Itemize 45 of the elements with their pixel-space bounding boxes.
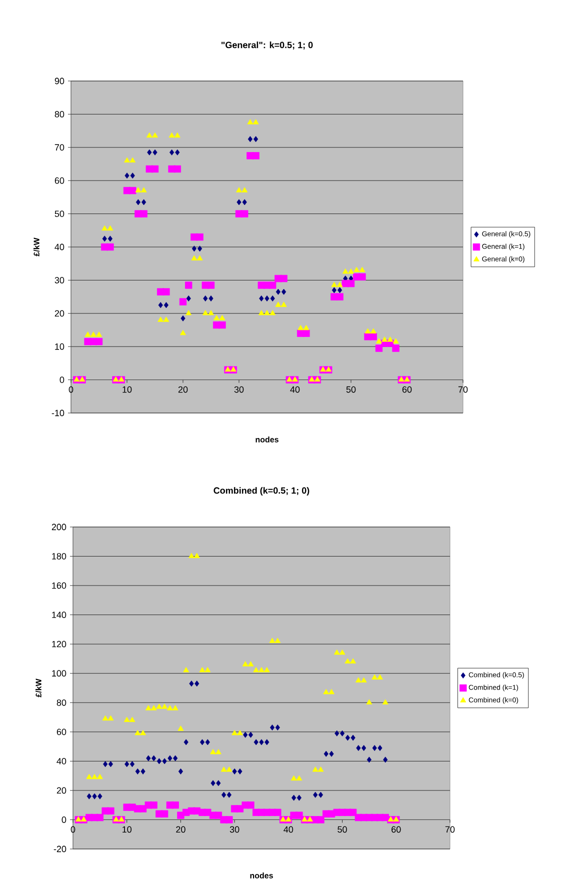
y-tick-label: 30 <box>54 277 64 284</box>
x-tick-label: 10 <box>122 386 132 393</box>
y-tick-label: 140 <box>52 612 66 618</box>
x-tick-label: 20 <box>176 826 186 833</box>
y-tick-label: 0 <box>60 376 64 383</box>
y-tick-label: 90 <box>54 78 64 84</box>
y-tick-label: 40 <box>56 758 66 764</box>
y-tick-label: -20 <box>54 846 66 852</box>
x-tick-label: 50 <box>346 386 356 393</box>
y-axis-title: £/kW <box>36 678 42 698</box>
y-tick-label: 20 <box>54 310 64 317</box>
y-tick-label: 50 <box>54 210 64 217</box>
x-tick-label: 10 <box>122 826 132 833</box>
x-tick-label: 0 <box>70 826 76 833</box>
x-tick-label: 40 <box>284 826 294 833</box>
x-tick-label: 20 <box>178 386 188 393</box>
y-tick-label: 40 <box>54 244 64 250</box>
x-axis-title: nodes <box>256 436 278 442</box>
y-tick-label: 80 <box>56 699 66 706</box>
y-tick-label: 0 <box>62 816 66 823</box>
x-tick-label: 40 <box>290 386 300 393</box>
x-tick-label: 60 <box>392 826 401 833</box>
x-tick-label: 30 <box>230 826 240 833</box>
y-tick-label: 70 <box>54 144 64 151</box>
y-tick-label: 180 <box>52 553 66 560</box>
y-tick-label: 60 <box>56 728 66 736</box>
x-tick-label: 60 <box>402 386 412 393</box>
y-tick-label: 100 <box>52 670 66 677</box>
y-tick-label: 60 <box>54 177 64 184</box>
y-tick-label: 120 <box>52 640 66 648</box>
x-axis-title: nodes <box>250 872 273 878</box>
x-tick-label: 50 <box>338 826 347 833</box>
chart-title: "General": k=0.5; 1; 0 <box>222 42 313 50</box>
y-tick-label: 200 <box>52 524 66 530</box>
x-tick-label: 70 <box>445 826 455 833</box>
y-tick-label: 20 <box>56 787 66 794</box>
y-tick-label: 10 <box>55 343 64 350</box>
y-tick-label: 80 <box>54 111 64 118</box>
x-tick-label: 0 <box>68 386 74 393</box>
y-tick-label: 160 <box>52 582 66 589</box>
y-axis-title: £/kW <box>34 238 40 256</box>
x-tick-label: 70 <box>458 386 468 393</box>
x-tick-label: 30 <box>234 386 244 393</box>
y-tick-label: -10 <box>52 410 64 416</box>
chart-title: Combined (k=0.5; 1; 0) <box>214 487 310 496</box>
